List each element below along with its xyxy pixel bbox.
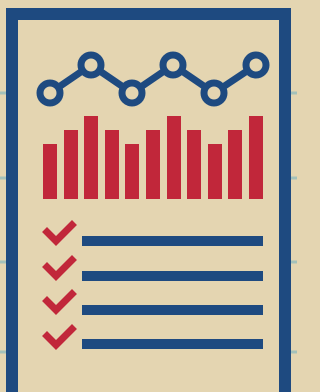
trend-point — [246, 55, 266, 75]
page — [0, 0, 320, 392]
bar — [64, 130, 78, 199]
checklist-line — [82, 339, 263, 349]
trend-point — [204, 83, 224, 103]
checklist-line — [82, 305, 263, 315]
bar — [43, 144, 57, 199]
bar — [167, 116, 181, 199]
trend-point — [163, 55, 183, 75]
bar — [228, 130, 242, 199]
bar — [84, 116, 98, 199]
bar — [125, 144, 139, 199]
bar — [187, 130, 201, 199]
checklist-line — [82, 271, 263, 281]
trend-point — [40, 83, 60, 103]
bar — [208, 144, 222, 199]
report-icon — [0, 0, 297, 392]
bar — [105, 130, 119, 199]
bar — [146, 130, 160, 199]
bar — [249, 116, 263, 199]
trend-point — [122, 83, 142, 103]
trend-point — [81, 55, 101, 75]
checklist-line — [82, 236, 263, 246]
